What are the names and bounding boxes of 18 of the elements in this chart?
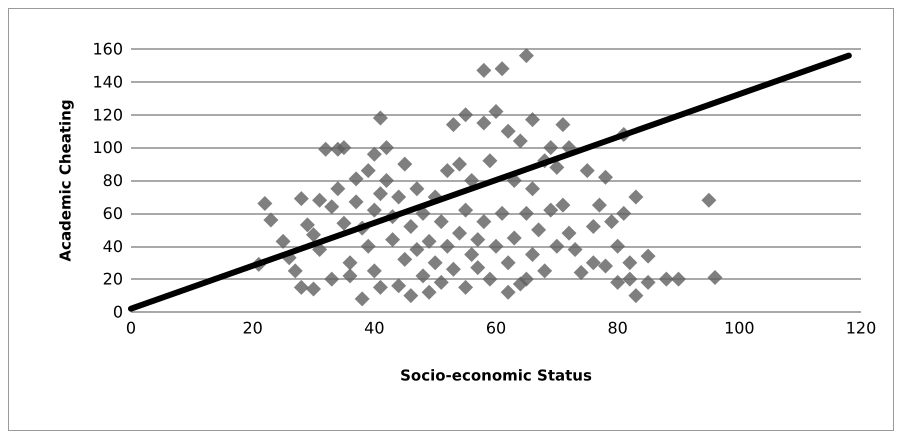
x-tick-label: 100 <box>724 318 755 338</box>
x-tick-label: 40 <box>364 318 385 338</box>
y-tick-label: 120 <box>92 105 123 124</box>
y-tick-label: 100 <box>92 138 123 158</box>
x-tick-label: 60 <box>486 318 506 338</box>
y-tick-label: 140 <box>92 72 123 92</box>
y-tick-label: 40 <box>102 236 123 256</box>
x-tick-label: 80 <box>607 318 628 338</box>
x-tick-label: 0 <box>126 318 136 338</box>
y-tick-label: 0 <box>112 302 123 322</box>
x-tick-label: 120 <box>846 318 876 338</box>
y-tick-label: 60 <box>102 204 123 223</box>
x-tick-label: 20 <box>242 318 263 338</box>
y-tick-label: 80 <box>102 171 123 190</box>
x-axis-title: Socio-economic Status <box>400 366 592 384</box>
y-tick-label: 160 <box>92 40 123 58</box>
y-axis-title: Academic Cheating <box>56 99 74 262</box>
y-tick-label: 20 <box>102 270 123 289</box>
